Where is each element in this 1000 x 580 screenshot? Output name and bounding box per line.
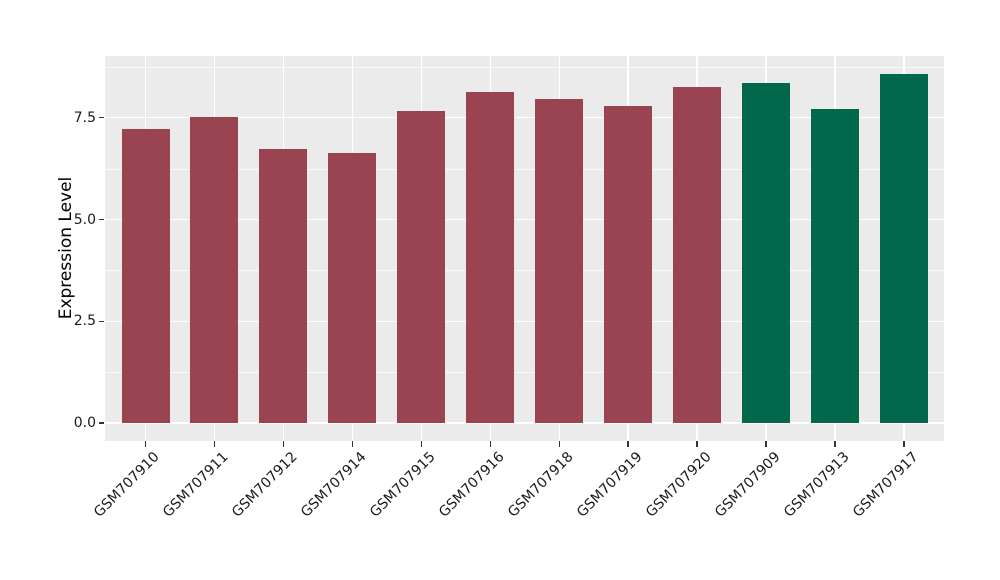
gridline-minor	[104, 66, 944, 68]
x-tick-label-GSM707911: GSM707911	[160, 449, 232, 521]
bar-GSM707918	[535, 99, 584, 424]
x-tick-mark	[144, 441, 147, 447]
bar-GSM707914	[328, 153, 377, 424]
x-tick-label-GSM707917: GSM707917	[849, 449, 922, 521]
bar-GSM707920	[673, 87, 722, 424]
bar-GSM707910	[121, 129, 170, 424]
y-tick-label: 7.5	[73, 109, 96, 126]
x-tick-mark	[489, 441, 492, 447]
y-tick-label: 5.0	[73, 211, 96, 228]
plot-panel	[104, 56, 944, 441]
bar-GSM707915	[397, 111, 446, 424]
y-tick-label: 0.0	[73, 415, 96, 432]
x-tick-label-GSM707914: GSM707914	[298, 449, 370, 521]
gridline-minor	[104, 372, 944, 374]
gridline-major	[104, 218, 944, 221]
x-tick-label-GSM707918: GSM707918	[505, 449, 577, 521]
x-tick-label-GSM707910: GSM707910	[91, 449, 163, 521]
x-tick-mark	[903, 441, 905, 447]
y-axis-title: Expression Level	[56, 176, 76, 320]
x-tick-mark	[282, 441, 285, 447]
x-tick-mark	[765, 441, 768, 447]
gridline-major	[104, 422, 944, 424]
x-tick-mark	[696, 441, 699, 447]
y-tick-mark	[98, 218, 104, 221]
gridline-minor	[104, 270, 944, 272]
x-tick-label-GSM707919: GSM707919	[574, 449, 646, 521]
y-tick-mark	[98, 320, 104, 323]
x-tick-mark	[558, 441, 561, 447]
x-tick-mark	[627, 441, 630, 447]
y-tick-mark	[98, 422, 104, 424]
bar-GSM707911	[190, 117, 239, 424]
y-tick-label: 2.5	[73, 313, 96, 330]
bar-GSM707909	[742, 82, 791, 424]
x-tick-mark	[834, 441, 836, 447]
bar-GSM707913	[811, 109, 860, 424]
x-tick-label-GSM707909: GSM707909	[711, 449, 784, 521]
x-tick-label-GSM707915: GSM707915	[367, 449, 439, 521]
bar-GSM707919	[604, 106, 653, 424]
x-tick-mark	[351, 441, 354, 447]
bar-GSM707917	[880, 73, 929, 424]
x-tick-label-GSM707912: GSM707912	[229, 449, 301, 521]
x-tick-label-GSM707913: GSM707913	[780, 449, 853, 521]
x-tick-label-GSM707920: GSM707920	[642, 449, 715, 521]
bar-GSM707916	[466, 92, 515, 424]
bar-GSM707912	[259, 149, 308, 424]
x-tick-mark	[420, 441, 423, 447]
gridline-major	[104, 320, 944, 323]
y-tick-mark	[98, 116, 104, 119]
gridline-major	[104, 116, 944, 119]
gridline-minor	[104, 168, 944, 170]
x-tick-label-GSM707916: GSM707916	[436, 449, 508, 521]
x-tick-mark	[213, 441, 216, 447]
